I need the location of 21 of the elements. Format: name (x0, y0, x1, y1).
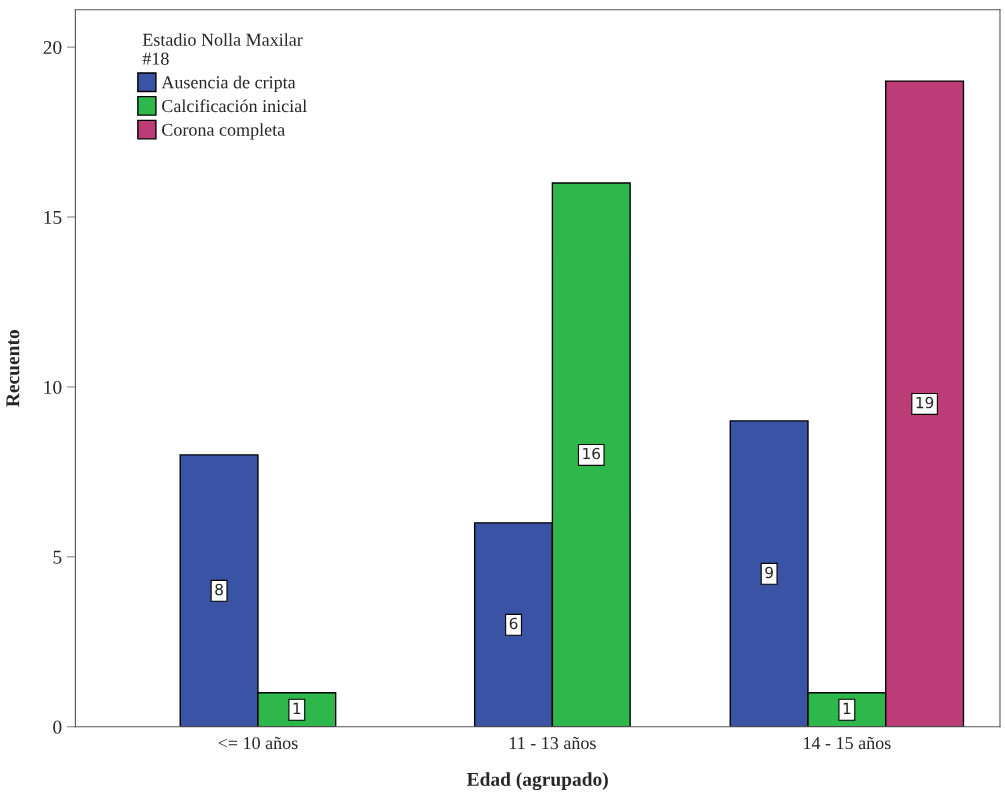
legend-label: Corona completa (162, 123, 285, 140)
legend-label: Calcificación inicial (162, 99, 307, 113)
data-label: 6 (509, 617, 518, 630)
y-tick-label: 5 (53, 550, 62, 564)
data-label: 19 (916, 396, 934, 409)
data-label: 8 (215, 583, 223, 596)
data-label: 9 (765, 566, 773, 579)
y-tick-label: 10 (44, 380, 62, 394)
x-axis-title: Edad (agrupado) (466, 772, 608, 791)
y-axis-title: Recuento (6, 330, 20, 407)
data-label: 1 (843, 702, 851, 714)
y-tick-label: 15 (44, 210, 62, 224)
data-label: 1 (293, 702, 301, 714)
legend-title: Estadio Nolla Maxilar #18 (142, 33, 303, 65)
y-tick-label: 20 (43, 40, 62, 55)
x-tick-label: <= 10 años (218, 736, 298, 750)
data-label: 16 (583, 447, 601, 460)
y-tick-label: 0 (53, 720, 62, 734)
x-tick-label: 11 - 13 años (509, 736, 596, 750)
legend-label: Ausencia de cripta (161, 75, 296, 93)
x-tick-label: 14 - 15 años (804, 736, 891, 750)
